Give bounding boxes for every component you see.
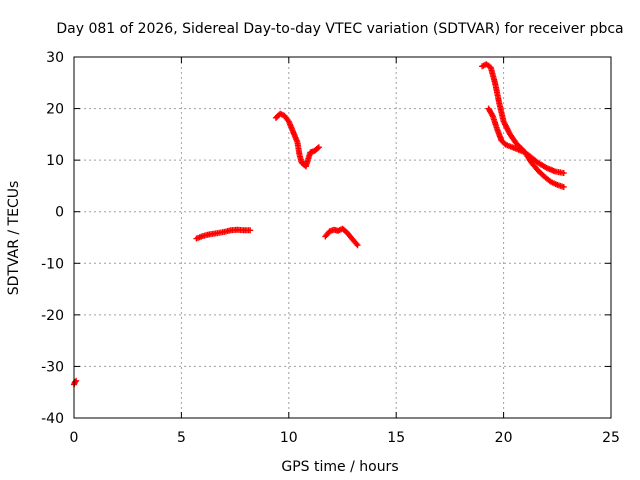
chart-title: Day 081 of 2026, Sidereal Day-to-day VTE… [56,21,623,37]
y-tick-label: -30 [41,359,64,375]
series-track-3 [272,110,322,170]
data-point [72,378,79,385]
series-track-6 [485,105,567,190]
plot-frame [73,56,612,419]
data-point [560,183,567,190]
y-tick-label: 20 [46,102,64,118]
data-point [489,112,496,119]
x-tick-label: 10 [280,430,298,446]
y-tick-label: -40 [41,411,64,427]
data-layer [71,61,567,388]
x-axis-label: GPS time / hours [281,459,398,475]
x-tick-label: 0 [70,430,79,446]
y-tick-label: 30 [46,50,64,66]
series-track-1 [71,377,80,388]
data-point [354,242,361,249]
data-point [315,144,322,151]
y-tick-label: 0 [55,205,64,221]
tick-layer: 0 5 10 15 20 25 -40 -30 -20 -10 0 10 20 30 [41,50,620,446]
x-tick-label: 5 [177,430,186,446]
series-track-2 [193,226,254,242]
data-point [353,240,360,247]
data-point [560,170,567,177]
x-tick-label: 20 [495,430,513,446]
data-point [247,227,254,234]
y-tick-label: -20 [41,308,64,324]
grid-layer [74,57,611,418]
y-axis-label: SDTVAR / TECUs [6,181,22,296]
series-track-4 [322,225,361,249]
x-tick-label: 15 [387,430,405,446]
y-tick-label: -10 [41,256,64,272]
y-tick-label: 10 [46,153,64,169]
x-tick-label: 25 [602,430,620,446]
data-point [314,145,321,152]
